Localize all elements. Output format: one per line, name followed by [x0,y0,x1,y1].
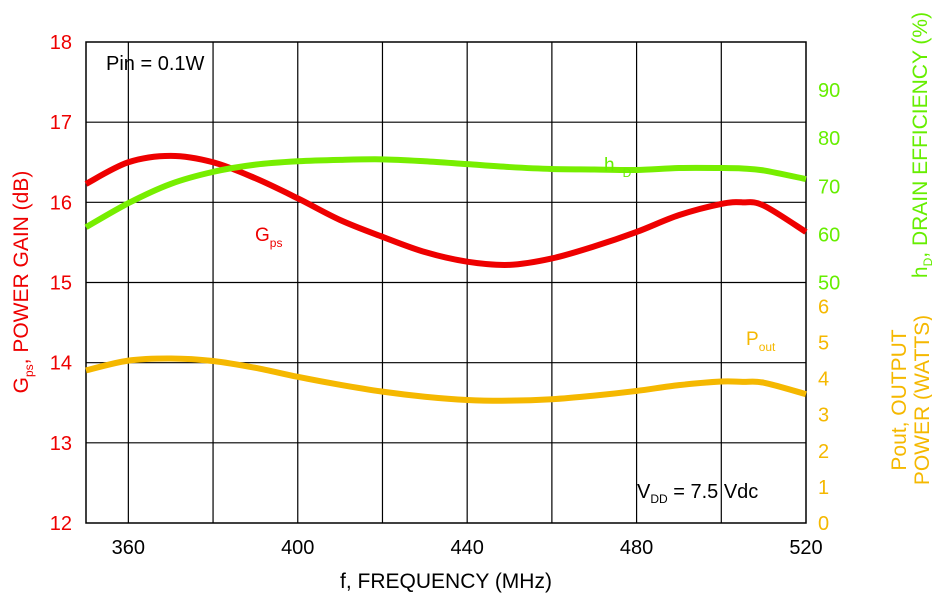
x-tick-label: 480 [620,537,653,559]
power-tick-label: 1 [818,477,829,499]
x-tick-label: 440 [450,537,483,559]
left-tick-label: 13 [50,433,72,455]
power-tick-label: 0 [818,513,829,535]
series-lines [84,152,808,404]
series-line-hd [84,156,807,230]
left-tick-label: 14 [50,353,72,375]
power-tick-label: 4 [818,369,829,391]
power-tick-label: 2 [818,441,829,463]
efficiency-axis-label-main: h [909,266,932,278]
vdd-main: V [637,481,651,503]
series-label-pout: Pout [746,329,776,354]
right-efficiency-axis-label: hD, DRAIN EFFICIENCY (%) [909,12,932,278]
x-tick-label: 360 [112,537,145,559]
left-axis-label-rest: , POWER GAIN (dB) [10,171,33,365]
hd-label-main: h [604,155,615,176]
left-axis-label: Gps, POWER GAIN (dB) [10,171,36,394]
grid-lines [86,42,806,523]
efficiency-tick-label: 50 [818,273,840,295]
x-tick-label: 400 [281,537,314,559]
pout-label-sub: out [759,340,776,354]
series-label-gps: Gps [255,225,282,250]
right-power-axis-label-line1: Pout, OUTPUT [888,329,911,470]
left-tick-label: 15 [50,273,72,295]
pin-annotation: Pin = 0.1W [106,53,205,75]
efficiency-tick-label: 90 [818,80,840,102]
power-tick-label: 3 [818,405,829,427]
hd-label-sub: D [623,166,632,180]
efficiency-axis-label-rest: , DRAIN EFFICIENCY (%) [909,12,932,258]
plot-frame [85,41,807,524]
left-axis-label-sub: ps [22,364,36,377]
x-axis-label: f, FREQUENCY (MHz) [340,570,552,593]
gps-label-main: G [255,225,270,246]
series-line-gps [84,152,808,268]
right-power-axis-label-line2: POWER (WATTS) [911,315,932,485]
left-tick-label: 17 [50,112,72,134]
power-tick-label: 5 [818,333,829,355]
efficiency-tick-label: 60 [818,224,840,246]
left-tick-label: 16 [50,192,72,214]
efficiency-tick-label: 80 [818,128,840,150]
left-tick-label: 18 [50,32,72,54]
series-line-pout [85,355,807,404]
vdd-annotation: VDD = 7.5 Vdc [637,481,758,506]
efficiency-axis-label-sub: D [921,257,932,266]
left-axis-label-main: G [10,377,33,393]
tick-labels: 360 400 440 480 5201213141516171850607080900… [50,32,841,559]
gps-label-sub: ps [270,236,283,250]
x-tick-label: 520 [789,537,822,559]
vdd-sub: DD [650,492,668,506]
power-tick-label: 6 [818,296,829,318]
left-tick-label: 12 [50,513,72,535]
efficiency-tick-label: 70 [818,176,840,198]
pout-label-main: P [746,329,759,350]
vdd-rest: = 7.5 Vdc [668,481,759,503]
